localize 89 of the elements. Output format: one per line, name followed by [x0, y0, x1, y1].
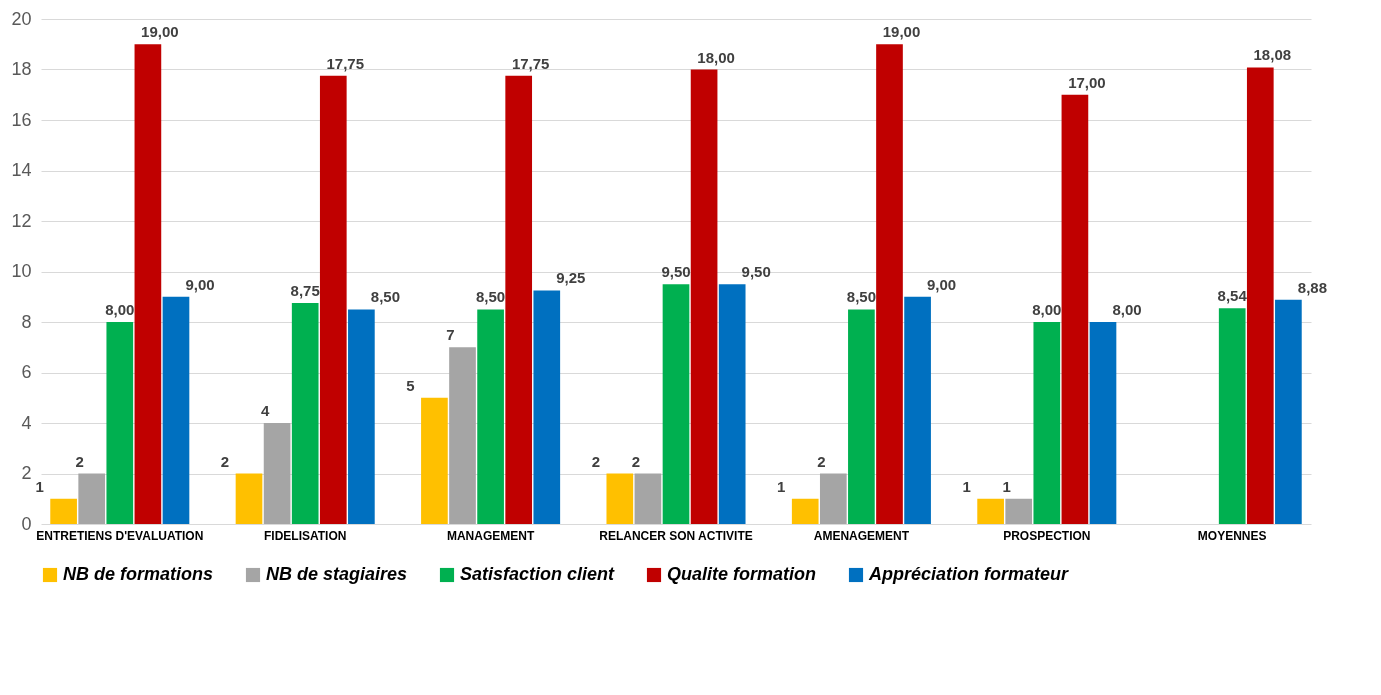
bar [235, 473, 263, 524]
legend-label: NB de stagiaires [266, 564, 408, 584]
data-label: 1 [1002, 477, 1011, 495]
data-label: 19,00 [882, 23, 921, 41]
data-label: 4 [260, 402, 270, 419]
y-tick-label: 8 [21, 311, 32, 332]
bar [1061, 94, 1089, 524]
data-label: 8,00 [105, 301, 135, 318]
data-label: 2 [220, 452, 230, 470]
data-label: 2 [591, 452, 600, 470]
y-tick-label: 4 [21, 412, 32, 433]
bar [78, 473, 106, 524]
y-tick-label: 2 [21, 463, 32, 483]
bar [134, 44, 162, 524]
x-tick-label: FIDELISATION [263, 528, 347, 543]
y-tick-label: 16 [11, 109, 32, 130]
bar [106, 322, 134, 524]
data-label: 19,00 [141, 23, 179, 41]
y-tick-label: 10 [11, 261, 32, 281]
bar [1218, 308, 1246, 524]
data-label: 2 [75, 452, 84, 470]
data-label: 9,00 [926, 275, 957, 293]
y-tick-label: 0 [21, 513, 32, 534]
data-label: 8,50 [476, 288, 506, 306]
legend-label: Appréciation formateur [868, 564, 1070, 584]
bar [348, 309, 375, 524]
bar [690, 69, 718, 524]
data-label: 2 [817, 452, 826, 470]
data-label: 8,88 [1297, 278, 1327, 296]
data-label: 17,00 [1068, 73, 1106, 91]
bar [477, 309, 504, 524]
x-tick-label: MANAGEMENT [446, 528, 535, 543]
bar [791, 498, 819, 524]
data-label: 1 [35, 477, 44, 495]
data-label: 8,00 [1032, 301, 1062, 318]
x-tick-label: PROSPECTION [1003, 528, 1091, 543]
data-label: 8,00 [1112, 301, 1142, 318]
x-tick-label: MOYENNES [1197, 528, 1267, 543]
bar [1033, 322, 1061, 524]
bar [634, 473, 662, 524]
bar [662, 284, 690, 524]
data-label: 9,25 [556, 269, 586, 287]
data-label: 8,50 [846, 288, 876, 306]
data-label: 9,00 [185, 275, 215, 293]
bar [904, 296, 931, 524]
bar [162, 296, 190, 524]
data-label: 9,50 [741, 263, 771, 281]
bar [1246, 67, 1274, 524]
data-label: 8,54 [1217, 287, 1248, 305]
y-tick-label: 14 [11, 160, 32, 180]
bar [606, 473, 634, 524]
bar [718, 284, 746, 524]
data-label: 1 [777, 477, 786, 495]
data-label: 17,75 [326, 54, 365, 72]
x-tick-label: AMENAGEMENT [813, 528, 910, 543]
data-label: 5 [406, 376, 415, 394]
bar [1275, 299, 1302, 524]
bar [505, 75, 533, 524]
bar [319, 75, 347, 524]
y-tick-label: 6 [21, 362, 32, 382]
y-tick-label: 18 [11, 59, 32, 79]
y-tick-label: 20 [11, 8, 32, 29]
bar [421, 397, 448, 524]
data-label: 8,75 [290, 282, 320, 300]
data-label: 8,50 [370, 288, 400, 306]
data-label: 1 [962, 477, 971, 495]
legend-label: Satisfaction client [460, 564, 616, 584]
bar [263, 423, 291, 524]
bar [977, 498, 1004, 524]
bar [848, 309, 875, 524]
data-label: 18,00 [697, 48, 735, 66]
bar [1089, 322, 1117, 524]
bar [1005, 498, 1033, 524]
data-label: 17,75 [511, 54, 550, 72]
bar [819, 473, 847, 524]
data-label: 2 [631, 452, 641, 470]
x-tick-label: RELANCER SON ACTIVITE [599, 528, 753, 543]
data-label: 18,08 [1253, 46, 1292, 64]
bar [449, 347, 476, 524]
legend-label: Qualite formation [667, 564, 817, 584]
bar [876, 44, 903, 524]
x-tick-label: ENTRETIENS D'EVALUATION [36, 528, 204, 543]
y-tick-label: 12 [11, 210, 32, 231]
data-label: 9,50 [661, 263, 691, 281]
data-label: 7 [446, 326, 455, 344]
legend-label: NB de formations [63, 564, 214, 584]
bar [291, 303, 319, 524]
bar [50, 498, 77, 524]
bar [533, 290, 561, 524]
